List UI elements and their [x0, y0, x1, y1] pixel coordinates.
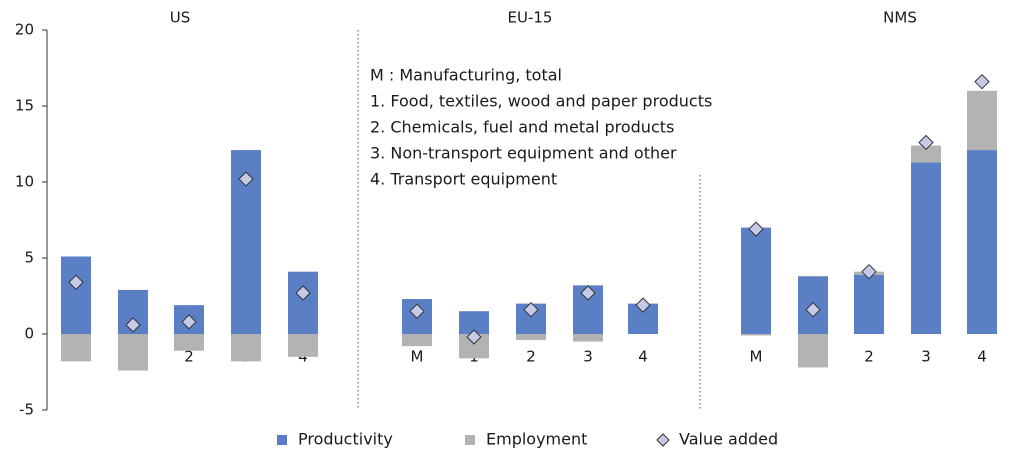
value-marker	[974, 73, 990, 90]
annotation: 3. Non-transport equipment and other	[370, 144, 677, 163]
x-tick-label: 4	[638, 348, 648, 366]
y-tick-label: 0	[24, 325, 34, 343]
value-marker	[635, 297, 651, 313]
value-marker	[861, 263, 877, 280]
bar-segment	[854, 274, 884, 334]
legend-marker	[277, 435, 287, 445]
legend-label: Productivity	[298, 430, 393, 449]
bar-segment	[573, 334, 603, 342]
group-title: EU-15	[508, 9, 553, 27]
bar-segment	[459, 311, 489, 334]
bar-segment	[741, 227, 771, 334]
bar-segment	[516, 334, 546, 341]
value-marker	[295, 285, 311, 301]
bar-segment	[61, 334, 91, 362]
x-tick-label: M	[411, 348, 424, 366]
y-tick-label: 15	[15, 97, 34, 115]
value-marker	[238, 171, 254, 187]
bar-segment	[288, 334, 318, 357]
legend-label: Employment	[486, 430, 587, 449]
value-marker	[805, 301, 821, 318]
bar-segment	[967, 90, 997, 151]
bar-segment	[967, 150, 997, 334]
x-tick-label: 2	[184, 348, 194, 366]
legend-marker	[465, 435, 475, 445]
value-marker	[68, 274, 84, 291]
y-tick-label: 5	[24, 249, 34, 267]
x-tick-label: 2	[864, 348, 874, 366]
x-tick-label: 2	[526, 348, 536, 366]
y-tick-label: -5	[19, 401, 34, 419]
legend-marker	[656, 433, 670, 447]
annotation: 4. Transport equipment	[370, 170, 557, 189]
value-marker	[466, 329, 482, 345]
x-tick-label: 3	[921, 348, 931, 366]
value-marker	[181, 314, 197, 330]
bar-segment	[288, 271, 318, 334]
bar-segment	[911, 145, 941, 163]
x-tick-label: 3	[583, 348, 593, 366]
bar-segment	[741, 334, 771, 336]
y-tick-label: 10	[15, 173, 34, 191]
annotation: M : Manufacturing, total	[370, 66, 562, 85]
value-marker	[580, 285, 596, 301]
value-marker	[748, 221, 764, 237]
bar-segment	[402, 334, 432, 347]
bar-segment	[118, 334, 148, 371]
bar-segment	[911, 162, 941, 334]
x-tick-label: M	[750, 348, 763, 366]
group-title: NMS	[883, 9, 917, 27]
x-tick-label: 4	[977, 348, 987, 366]
value-marker	[409, 303, 425, 319]
value-marker	[523, 301, 539, 318]
value-marker	[125, 317, 141, 333]
bar-segment	[231, 334, 261, 362]
annotation: 2. Chemicals, fuel and metal products	[370, 118, 674, 137]
annotation: 1. Food, textiles, wood and paper produc…	[370, 92, 712, 111]
bar-segment	[61, 256, 91, 334]
legend-label: Value added	[679, 430, 778, 449]
group-title: US	[170, 9, 191, 27]
value-marker	[918, 134, 934, 151]
bar-segment	[174, 334, 204, 351]
y-tick-label: 20	[15, 21, 34, 39]
bar-segment	[798, 334, 828, 368]
